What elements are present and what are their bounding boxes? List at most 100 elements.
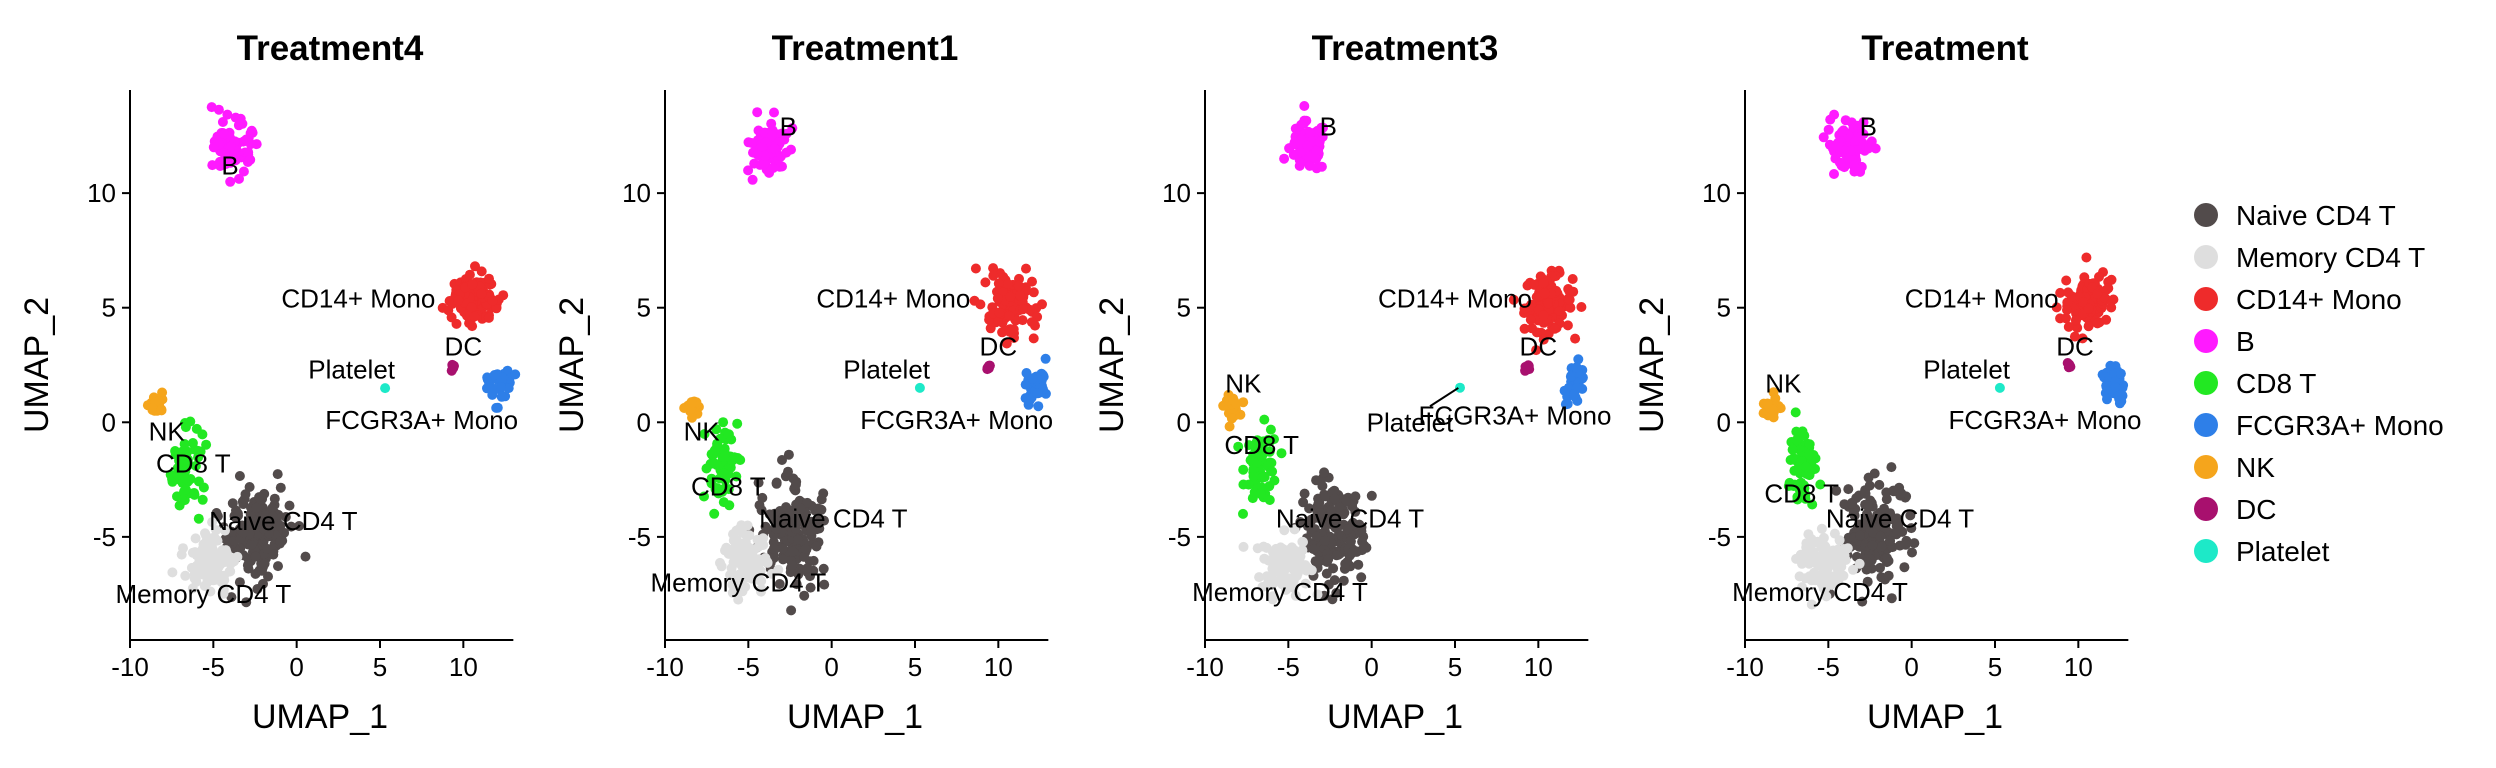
data-point bbox=[243, 147, 254, 158]
data-point bbox=[1264, 446, 1275, 457]
data-point bbox=[1319, 467, 1330, 478]
data-point bbox=[1857, 596, 1868, 607]
data-point bbox=[1296, 119, 1307, 130]
data-point bbox=[275, 482, 286, 493]
data-point bbox=[975, 299, 986, 310]
data-point bbox=[1842, 153, 1853, 164]
cluster-points-cd8-t bbox=[1783, 407, 1826, 510]
data-point bbox=[1508, 294, 1519, 305]
data-point bbox=[200, 543, 211, 554]
data-point bbox=[2083, 321, 2094, 332]
data-point bbox=[1269, 475, 1280, 486]
data-point bbox=[786, 605, 797, 616]
data-point bbox=[709, 445, 720, 456]
cluster-points-nk bbox=[679, 396, 704, 423]
data-point bbox=[167, 567, 178, 578]
data-point bbox=[1538, 334, 1549, 345]
data-point bbox=[2062, 305, 2072, 315]
data-point bbox=[1879, 516, 1890, 526]
data-point bbox=[1283, 547, 1294, 558]
legend-key bbox=[2194, 371, 2218, 395]
legend-label: CD14+ Mono bbox=[2236, 284, 2402, 315]
data-point bbox=[238, 166, 249, 177]
data-point bbox=[1888, 485, 1899, 496]
data-point bbox=[180, 484, 191, 495]
data-point bbox=[1571, 362, 1582, 373]
data-point bbox=[202, 559, 213, 570]
data-point bbox=[1032, 388, 1043, 399]
data-point bbox=[1863, 143, 1874, 154]
data-point bbox=[240, 489, 251, 500]
panel-title: Treatment1 bbox=[772, 29, 959, 68]
data-point bbox=[1268, 556, 1279, 567]
data-point bbox=[262, 543, 273, 554]
data-point bbox=[759, 159, 769, 170]
data-point bbox=[1259, 472, 1270, 483]
data-point bbox=[1840, 555, 1851, 565]
data-point bbox=[222, 109, 233, 120]
data-point bbox=[2061, 313, 2071, 324]
data-point bbox=[1345, 536, 1356, 547]
data-point bbox=[784, 508, 794, 519]
data-point bbox=[734, 570, 745, 581]
cluster-label: CD14+ Mono bbox=[1905, 284, 2059, 314]
x-tick-label: -5 bbox=[202, 652, 225, 682]
cluster-points-platelet bbox=[1455, 382, 1465, 393]
data-point bbox=[1224, 421, 1235, 432]
data-point bbox=[245, 154, 256, 165]
data-point bbox=[1874, 479, 1885, 490]
legend-label: DC bbox=[2236, 494, 2276, 525]
data-point bbox=[1843, 484, 1854, 495]
data-point bbox=[154, 396, 165, 406]
data-point bbox=[1562, 320, 1573, 331]
data-point bbox=[1297, 536, 1308, 547]
data-point bbox=[174, 500, 185, 511]
data-point bbox=[1295, 517, 1306, 527]
cluster-points-nk bbox=[1218, 389, 1249, 432]
data-point bbox=[1299, 101, 1310, 111]
data-point bbox=[2078, 297, 2088, 308]
data-point bbox=[211, 525, 222, 536]
data-point bbox=[1013, 280, 1024, 291]
data-point bbox=[1576, 302, 1587, 312]
x-tick-label: 0 bbox=[1364, 652, 1378, 682]
data-point bbox=[179, 439, 190, 449]
data-point bbox=[1231, 398, 1242, 409]
data-point bbox=[1570, 333, 1581, 344]
cluster-points-platelet bbox=[380, 383, 391, 394]
cluster-points-b bbox=[206, 102, 262, 187]
y-tick-label: 5 bbox=[1717, 293, 1731, 323]
cluster-points-cd14-mono bbox=[1508, 265, 1587, 356]
data-point bbox=[752, 107, 763, 118]
data-point bbox=[476, 288, 487, 299]
data-point bbox=[740, 581, 751, 592]
data-point bbox=[1027, 373, 1038, 384]
y-axis-title: UMAP_2 bbox=[1633, 297, 1671, 433]
data-point bbox=[787, 546, 798, 557]
data-point bbox=[1040, 353, 1051, 364]
data-point bbox=[2055, 287, 2066, 298]
cluster-points-naive-cd4-t bbox=[1824, 462, 1920, 607]
data-point bbox=[2092, 288, 2103, 299]
data-point bbox=[1244, 440, 1254, 451]
data-point bbox=[2071, 314, 2082, 325]
data-point bbox=[1549, 323, 1560, 334]
data-point bbox=[723, 429, 734, 440]
data-point bbox=[814, 523, 825, 534]
data-point bbox=[1875, 562, 1885, 573]
cluster-label: FCGR3A+ Mono bbox=[1949, 405, 2142, 435]
cluster-label: B bbox=[1320, 112, 1337, 142]
data-point bbox=[1001, 338, 1012, 349]
x-tick-label: 5 bbox=[908, 652, 922, 682]
data-point bbox=[1233, 441, 1244, 452]
data-point bbox=[2064, 359, 2075, 370]
data-point bbox=[1799, 430, 1810, 441]
data-point bbox=[1269, 566, 1280, 577]
data-point bbox=[1267, 466, 1278, 477]
data-point bbox=[225, 141, 236, 152]
data-point bbox=[1809, 567, 1820, 578]
data-point bbox=[228, 556, 239, 567]
data-point bbox=[1023, 399, 1034, 410]
data-point bbox=[207, 160, 218, 171]
data-point bbox=[723, 484, 734, 495]
